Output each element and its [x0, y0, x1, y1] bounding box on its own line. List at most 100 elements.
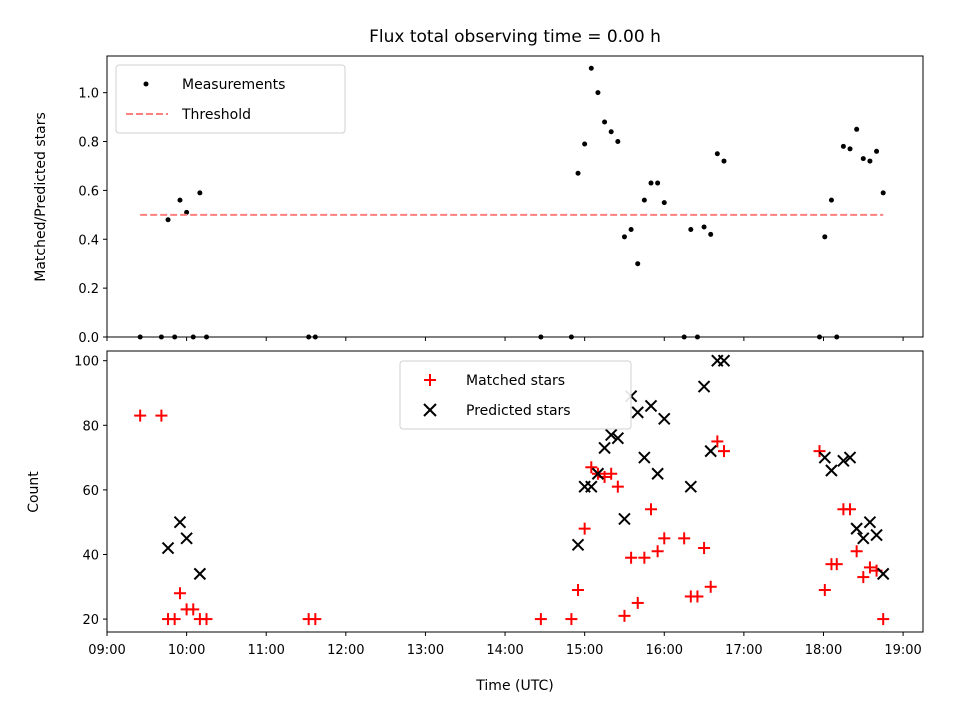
point-measurements: [588, 65, 594, 71]
point-matched-stars: [698, 542, 711, 555]
point-matched-stars: [678, 532, 691, 545]
x-tick-label: 16:00: [646, 643, 683, 658]
bottom-y-tick-label: 100: [74, 355, 99, 370]
top-y-tick-label: 0.2: [78, 282, 99, 297]
point-predicted-stars: [611, 431, 625, 445]
point-measurements: [840, 143, 846, 149]
point-matched-stars: [134, 409, 147, 422]
point-measurements: [575, 170, 581, 176]
point-measurements: [688, 226, 694, 232]
top-panel-marks: [137, 65, 886, 340]
point-matched-stars: [565, 613, 578, 626]
point-predicted-stars: [870, 528, 883, 542]
point-predicted-stars: [684, 480, 698, 493]
top-legend-box: [115, 64, 346, 134]
point-predicted-stars: [876, 567, 890, 581]
point-matched-stars: [572, 584, 585, 597]
point-predicted-stars: [837, 454, 850, 468]
bottom-panel-marks: [134, 354, 890, 626]
point-predicted-stars: [644, 399, 658, 413]
legend-label-matched-stars: Matched stars: [466, 373, 565, 389]
point-measurements: [822, 234, 828, 240]
point-measurements: [184, 209, 190, 215]
top-y-tick-label: 0.8: [78, 136, 99, 151]
point-predicted-stars: [591, 467, 605, 480]
top-panel: 0.0 0.2 0.4 0.6 0.8 1.0 Matched/Predicted sta…: [33, 55, 924, 346]
point-measurements: [721, 158, 727, 164]
point-matched-stars: [168, 613, 181, 626]
point-matched-stars: [618, 609, 631, 622]
point-measurements: [197, 190, 203, 196]
point-matched-stars: [651, 545, 664, 558]
point-matched-stars: [611, 480, 624, 493]
bottom-legend-box: [399, 360, 632, 430]
point-measurements: [615, 139, 621, 145]
legend-marker-predicted-stars: [423, 403, 437, 417]
point-matched-stars: [645, 503, 657, 516]
point-predicted-stars: [863, 515, 877, 529]
point-measurements: [847, 146, 853, 152]
point-matched-stars: [155, 409, 168, 422]
point-predicted-stars: [658, 412, 671, 426]
point-predicted-stars: [638, 451, 651, 464]
x-tick-label: 09:00: [88, 643, 125, 658]
point-predicted-stars: [193, 567, 207, 581]
point-measurements: [608, 129, 614, 135]
point-measurements: [661, 200, 667, 206]
point-measurements: [828, 197, 834, 203]
point-predicted-stars: [631, 406, 644, 419]
point-predicted-stars: [571, 538, 585, 552]
top-y-axis-label: Matched/Predicted stars: [33, 112, 49, 282]
point-matched-stars: [877, 613, 890, 626]
x-tick-label: 12:00: [327, 643, 364, 658]
bottom-legend: Matched stars Predicted stars: [399, 360, 632, 430]
point-matched-stars: [605, 467, 618, 480]
x-tick-label: 15:00: [566, 643, 603, 658]
top-legend: Measurements Threshold: [115, 64, 346, 134]
point-predicted-stars: [850, 522, 863, 535]
point-predicted-stars: [173, 515, 187, 529]
point-matched-stars: [578, 522, 591, 535]
top-y-tick-label: 0.0: [78, 331, 99, 346]
x-tick-label: 18:00: [805, 643, 842, 658]
bottom-y-tick-label: 60: [82, 484, 99, 499]
point-measurements: [874, 148, 880, 154]
bottom-panel-axes: 09:00 10:00 11:00 12:00 13:00 14:00 15:00 16:00…: [74, 355, 922, 658]
top-panel-axes: 0.0 0.2 0.4 0.6 0.8 1.0: [78, 87, 904, 346]
point-measurements: [714, 151, 720, 157]
point-measurements: [860, 156, 866, 162]
x-tick-label: 10:00: [168, 643, 205, 658]
point-predicted-stars: [651, 467, 664, 480]
point-matched-stars: [830, 558, 843, 571]
point-measurements: [177, 197, 183, 203]
point-predicted-stars: [180, 532, 193, 545]
point-matched-stars: [711, 435, 724, 448]
point-predicted-stars: [857, 532, 870, 545]
point-predicted-stars: [843, 451, 857, 464]
point-predicted-stars: [697, 380, 711, 393]
point-matched-stars: [638, 551, 651, 564]
point-matched-stars: [850, 545, 863, 558]
bottom-y-tick-label: 80: [82, 419, 99, 434]
legend-label-measurements: Measurements: [182, 77, 285, 93]
point-matched-stars: [173, 587, 186, 600]
point-matched-stars: [717, 445, 730, 458]
point-predicted-stars: [585, 480, 598, 493]
point-measurements: [648, 180, 654, 186]
point-predicted-stars: [598, 441, 611, 455]
point-predicted-stars: [704, 444, 717, 458]
point-matched-stars: [863, 561, 876, 574]
point-measurements: [867, 158, 873, 164]
top-y-tick-label: 1.0: [78, 87, 99, 102]
point-measurements: [635, 261, 641, 267]
x-tick-label: 17:00: [725, 643, 762, 658]
point-measurements: [582, 141, 588, 147]
legend-label-predicted-stars: Predicted stars: [466, 403, 571, 419]
point-matched-stars: [625, 551, 638, 564]
point-matched-stars: [631, 596, 644, 609]
bottom-panel: 09:00 10:00 11:00 12:00 13:00 14:00 15:00 16:00…: [26, 350, 924, 694]
point-measurements: [854, 126, 860, 132]
x-tick-label: 14:00: [486, 643, 523, 658]
point-measurements: [621, 234, 627, 240]
top-y-tick-label: 0.6: [78, 184, 99, 199]
